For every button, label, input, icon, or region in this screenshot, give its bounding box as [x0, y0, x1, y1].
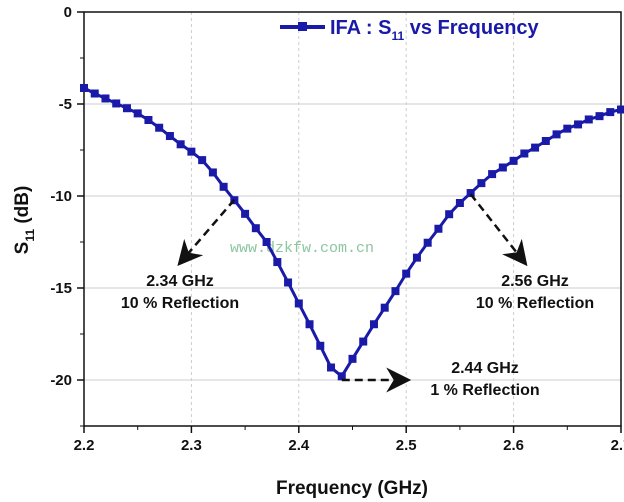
y-tick-label: 0	[64, 4, 72, 21]
data-point	[531, 143, 540, 152]
annotations: 2.34 GHz 10 % Reflection 2.56 GHz 10 % Refl…	[121, 193, 594, 399]
data-point	[455, 198, 464, 207]
data-point	[176, 140, 185, 149]
annotation-frequency: 2.44 GHz	[451, 360, 519, 377]
data-point	[262, 238, 271, 246]
x-axis-label: Frequency (GHz)	[276, 478, 428, 499]
data-point	[90, 89, 99, 98]
data-point	[165, 132, 174, 141]
data-point	[241, 209, 250, 218]
legend-label: IFA : S11 vs Frequency	[330, 17, 540, 43]
data-point	[219, 182, 228, 191]
data-point	[498, 163, 507, 172]
data-point	[391, 287, 400, 296]
data-point	[574, 120, 583, 129]
data-point	[509, 156, 518, 165]
series-line	[83, 86, 622, 379]
grid	[84, 12, 621, 426]
data-point	[477, 179, 486, 188]
y-tick-label: -5	[59, 96, 72, 113]
data-point	[122, 104, 131, 113]
data-point	[155, 123, 164, 132]
data-point	[423, 238, 432, 247]
annotation-frequency: 2.34 GHz	[146, 273, 214, 290]
data-point	[380, 303, 389, 312]
data-point	[584, 115, 593, 124]
y-tick-label: -15	[50, 280, 72, 297]
data-point	[359, 337, 368, 346]
data-point	[466, 189, 475, 198]
data-point	[434, 224, 443, 233]
annotation-reflection: 10 % Reflection	[476, 295, 594, 312]
y-axis-label: S11 (dB)	[12, 186, 37, 255]
data-point	[541, 136, 550, 145]
watermark: www.dzkfw.com.cn	[230, 240, 374, 257]
series-ifa	[80, 83, 624, 381]
x-tick-label: 2.2	[74, 437, 95, 454]
data-point	[563, 124, 572, 133]
data-point	[552, 130, 561, 139]
y-tick-label: -10	[50, 188, 72, 205]
data-point	[208, 168, 217, 177]
data-point	[337, 372, 346, 381]
data-point	[520, 149, 529, 158]
y-tick-label: -20	[50, 372, 72, 389]
data-point	[488, 170, 497, 179]
annotation-reflection: 1 % Reflection	[430, 382, 539, 399]
x-tick-label: 2.4	[288, 437, 310, 454]
data-point	[284, 278, 293, 287]
data-point	[198, 156, 207, 165]
data-point	[294, 299, 303, 308]
annotation-arrow	[177, 198, 236, 267]
axes: 2.2 2.3 2.4 2.5 2.6 2.7 0 -5 -10 -15 -20	[50, 4, 624, 454]
data-point	[348, 354, 357, 363]
x-tick-label: 2.5	[396, 437, 417, 454]
data-point	[617, 105, 624, 114]
x-tick-label: 2.7	[611, 437, 624, 454]
x-tick-label: 2.6	[503, 437, 524, 454]
plot-frame	[83, 11, 622, 427]
data-point	[112, 99, 121, 108]
annotation-arrow	[469, 193, 528, 267]
data-point	[187, 147, 196, 156]
data-point	[445, 210, 454, 219]
data-point	[369, 320, 378, 329]
data-point	[595, 112, 604, 121]
legend-marker	[298, 22, 307, 31]
data-point	[402, 269, 411, 278]
data-point	[273, 258, 282, 267]
data-point	[101, 94, 110, 103]
data-point	[80, 83, 88, 92]
data-point	[327, 363, 336, 372]
annotation-reflection: 10 % Reflection	[121, 295, 239, 312]
data-point	[144, 116, 153, 125]
data-point	[133, 109, 142, 118]
data-point	[316, 341, 325, 350]
data-point	[412, 253, 421, 262]
data-point	[606, 108, 615, 117]
data-point	[251, 224, 260, 233]
legend: IFA : S11 vs Frequency	[280, 17, 540, 43]
annotation-frequency: 2.56 GHz	[501, 273, 569, 290]
data-point	[305, 320, 314, 329]
x-tick-label: 2.3	[181, 437, 202, 454]
